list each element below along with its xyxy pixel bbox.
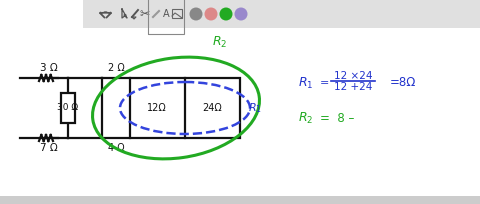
Text: 3 Ω: 3 Ω: [40, 63, 58, 73]
FancyBboxPatch shape: [0, 196, 480, 204]
Text: =  8 –: = 8 –: [320, 112, 354, 124]
Text: =: =: [320, 78, 329, 88]
Text: 12Ω: 12Ω: [147, 103, 167, 113]
Circle shape: [219, 8, 232, 20]
Text: 7 Ω: 7 Ω: [40, 143, 58, 153]
FancyBboxPatch shape: [61, 93, 75, 123]
Text: $R_2$: $R_2$: [298, 110, 313, 125]
Text: 24Ω: 24Ω: [202, 103, 222, 113]
Circle shape: [190, 8, 203, 20]
FancyBboxPatch shape: [130, 78, 240, 138]
Circle shape: [235, 8, 248, 20]
Text: 2 Ω: 2 Ω: [108, 63, 124, 73]
Text: $R_1$: $R_1$: [298, 75, 313, 91]
Text: 12 ×24: 12 ×24: [334, 71, 372, 81]
FancyBboxPatch shape: [83, 0, 480, 28]
Text: $R_2$: $R_2$: [212, 34, 228, 50]
Text: =8Ω: =8Ω: [390, 76, 416, 90]
Text: 30 Ω: 30 Ω: [58, 103, 79, 112]
Text: 4 Ω: 4 Ω: [108, 143, 124, 153]
Text: A: A: [163, 9, 169, 19]
Circle shape: [204, 8, 217, 20]
Text: ✂: ✂: [140, 8, 150, 20]
Text: $R_1$: $R_1$: [248, 101, 262, 115]
Text: 12 +24: 12 +24: [334, 82, 372, 92]
